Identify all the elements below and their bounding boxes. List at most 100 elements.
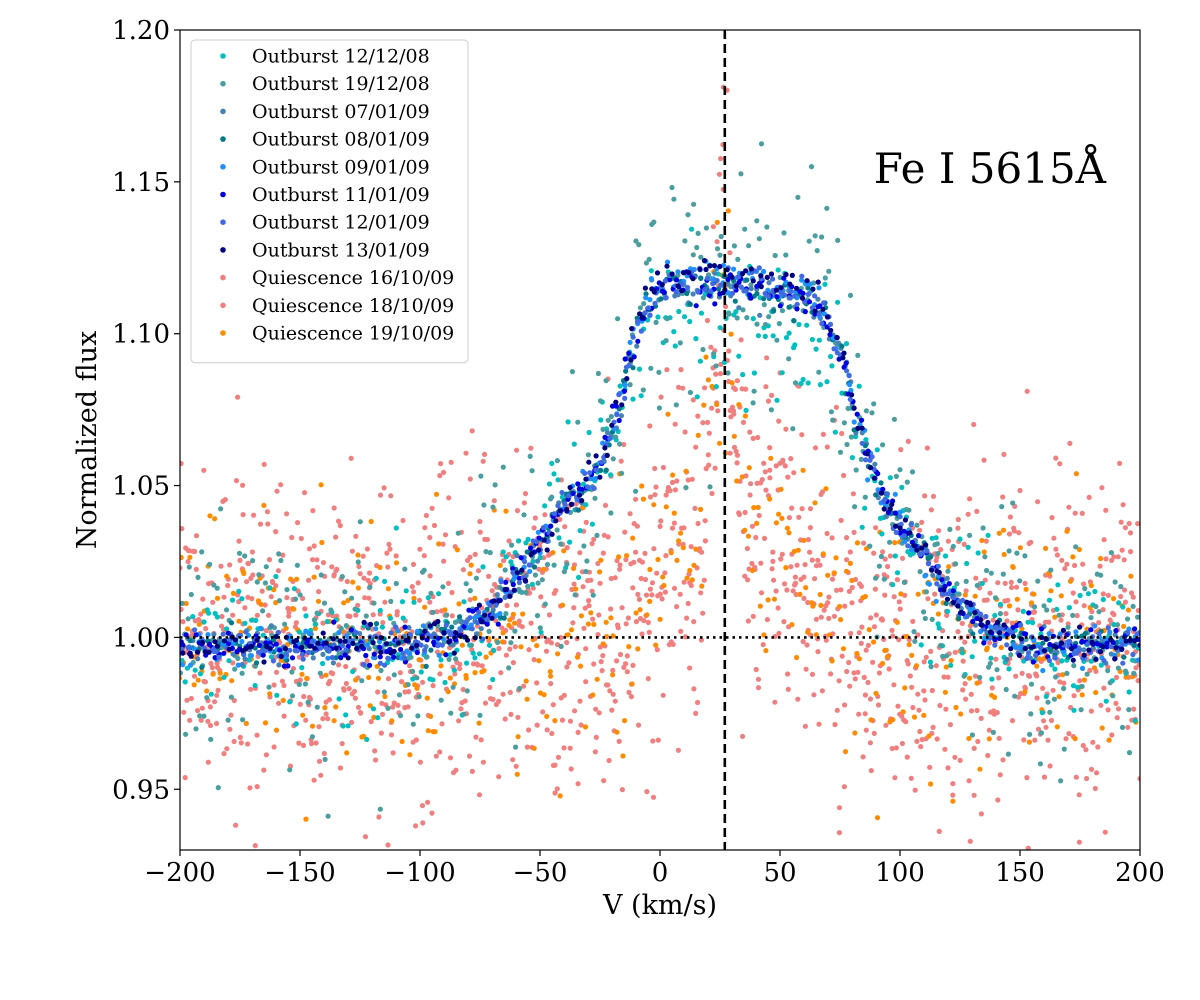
data-point <box>437 749 443 755</box>
data-point <box>1130 603 1136 610</box>
data-point <box>1127 530 1134 536</box>
data-point <box>930 724 936 731</box>
data-point <box>979 622 985 628</box>
data-point <box>849 584 855 591</box>
data-point <box>718 233 724 240</box>
data-point <box>879 617 886 623</box>
data-point <box>558 541 564 547</box>
data-point <box>879 660 886 667</box>
data-point <box>870 659 876 665</box>
data-point <box>908 547 915 553</box>
data-point <box>573 501 579 507</box>
data-point <box>311 543 317 549</box>
data-point <box>996 530 1002 536</box>
data-point <box>734 460 740 466</box>
data-point <box>705 377 712 383</box>
data-point <box>862 494 868 500</box>
data-point <box>180 554 184 561</box>
data-point <box>655 556 661 563</box>
data-point <box>634 318 641 325</box>
data-point <box>746 465 752 471</box>
data-point <box>527 568 533 575</box>
data-point <box>261 659 267 665</box>
data-point <box>1131 670 1137 677</box>
data-point <box>321 750 327 757</box>
data-point <box>622 718 628 724</box>
data-point <box>768 407 775 413</box>
data-point <box>734 478 740 484</box>
data-point <box>972 638 978 644</box>
data-point <box>815 296 821 302</box>
data-point <box>1100 607 1106 613</box>
data-point <box>1051 535 1057 541</box>
data-point <box>831 570 837 576</box>
data-point <box>701 258 708 264</box>
data-point <box>446 495 452 501</box>
data-point <box>1048 567 1054 573</box>
data-point <box>754 520 760 527</box>
data-point <box>908 522 914 528</box>
data-point <box>219 613 225 620</box>
data-point <box>922 573 928 579</box>
data-point <box>273 727 280 733</box>
data-point <box>277 647 283 653</box>
data-point <box>704 275 710 281</box>
data-point <box>320 560 327 566</box>
data-point <box>823 486 829 492</box>
data-point <box>230 651 236 657</box>
data-point <box>651 219 657 225</box>
data-point <box>682 429 688 435</box>
data-point <box>590 616 596 622</box>
data-point <box>1001 622 1007 628</box>
data-point <box>803 666 809 672</box>
data-point <box>622 356 628 362</box>
data-point <box>1121 557 1127 563</box>
data-point <box>314 557 320 563</box>
data-point <box>476 651 483 657</box>
data-point <box>544 713 550 720</box>
data-point <box>736 353 742 359</box>
data-point <box>778 556 784 562</box>
data-point <box>1118 584 1124 590</box>
data-point <box>1135 521 1140 527</box>
data-point <box>180 600 185 606</box>
data-point <box>208 660 214 667</box>
data-point <box>791 293 797 299</box>
data-point <box>821 607 827 613</box>
data-point <box>595 632 601 638</box>
data-point <box>183 731 189 737</box>
data-point <box>945 568 951 574</box>
data-point <box>986 640 993 646</box>
data-point <box>847 549 853 555</box>
data-point <box>244 579 250 585</box>
data-point <box>500 549 506 555</box>
data-point <box>622 395 628 401</box>
data-point <box>522 559 528 565</box>
data-point <box>365 577 371 584</box>
data-point <box>573 586 579 592</box>
data-point <box>219 623 225 629</box>
data-point <box>905 438 911 444</box>
data-point <box>507 689 513 696</box>
data-point <box>410 676 416 682</box>
data-point <box>834 707 840 713</box>
data-point <box>1043 724 1049 730</box>
data-point <box>1122 525 1128 531</box>
data-point <box>883 514 889 520</box>
data-point <box>1041 718 1047 724</box>
data-point <box>586 459 592 465</box>
data-point <box>229 678 235 684</box>
data-point <box>896 599 902 605</box>
data-point <box>796 321 802 328</box>
data-point <box>934 541 940 547</box>
data-point <box>967 532 973 539</box>
data-point <box>347 613 353 620</box>
data-point <box>575 729 581 736</box>
data-point <box>702 538 709 544</box>
data-point <box>546 481 553 487</box>
data-point <box>289 655 296 661</box>
data-point <box>615 316 621 322</box>
data-point <box>470 650 476 656</box>
data-point <box>1124 616 1131 622</box>
data-point <box>635 646 641 652</box>
